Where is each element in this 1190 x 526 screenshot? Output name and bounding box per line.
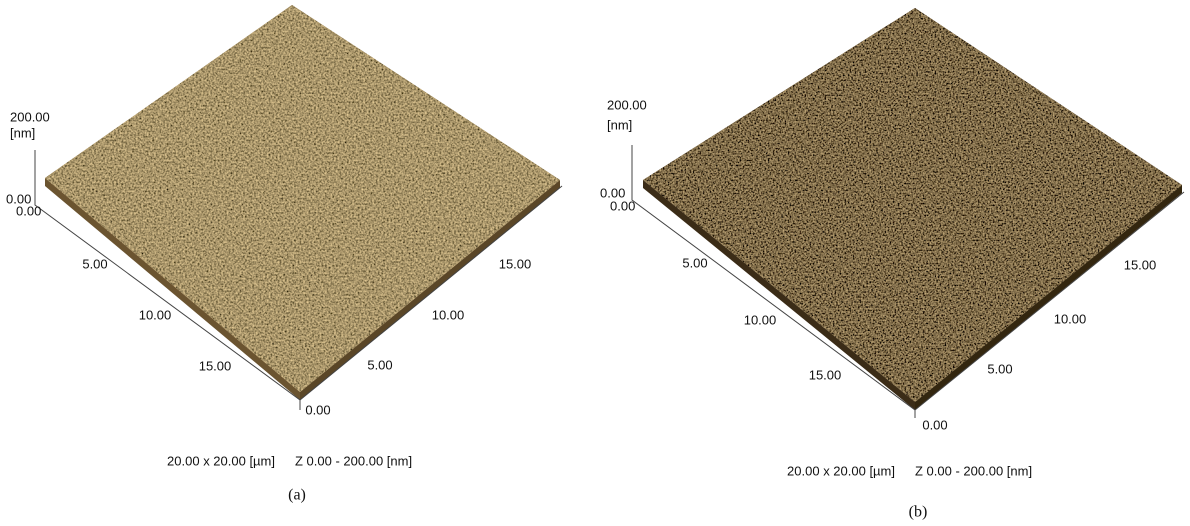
panel-label: (b): [909, 504, 928, 521]
panel-label: (a): [288, 487, 306, 504]
axis-label: 10.00: [744, 312, 777, 327]
axis-label: 15.00: [199, 358, 232, 373]
surface-a: [35, 0, 565, 410]
axis-label: 10.00: [139, 307, 172, 322]
figure: 200.00[nm]0.000.005.0010.0015.000.005.00…: [0, 0, 1190, 526]
caption-size: 20.00 x 20.00 [µm]: [167, 453, 275, 468]
axis-label: 0.00: [305, 402, 330, 417]
axis-label: 10.00: [432, 307, 465, 322]
origin-label: 0.00: [610, 198, 635, 213]
axis-label: 5.00: [82, 256, 107, 271]
axis-label: 15.00: [499, 256, 532, 271]
axis-label: 5.00: [987, 361, 1012, 376]
origin-label: 0.00: [16, 203, 41, 218]
z-max-label: 200.00: [607, 97, 647, 112]
axis-label: 5.00: [367, 357, 392, 372]
z-max-label: 200.00: [10, 109, 50, 124]
z-unit-label: [nm]: [607, 117, 632, 132]
caption-size: 20.00 x 20.00 [µm]: [787, 463, 895, 478]
surface-b: [632, 0, 1185, 418]
caption-z: Z 0.00 - 200.00 [nm]: [915, 463, 1032, 478]
axis-label: 15.00: [809, 367, 842, 382]
axis-label: 0.00: [922, 417, 947, 432]
axis-label: 15.00: [1124, 257, 1157, 272]
axis-label: 5.00: [682, 255, 707, 270]
axis-label: 10.00: [1054, 311, 1087, 326]
caption-z: Z 0.00 - 200.00 [nm]: [295, 453, 412, 468]
z-unit-label: [nm]: [10, 125, 35, 140]
